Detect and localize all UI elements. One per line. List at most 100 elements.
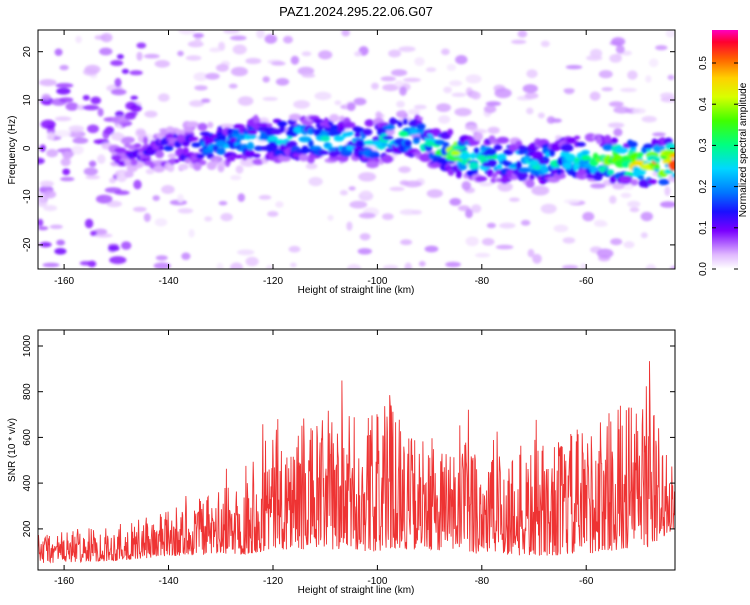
spectrogram-cell (647, 179, 658, 185)
spectrogram-cell (207, 121, 214, 129)
spectrogram-cell (354, 132, 361, 138)
spectrogram-cell (293, 100, 310, 109)
spectrogram-cell (223, 30, 240, 34)
spectrogram-cell (615, 45, 625, 54)
spectrogram-cell (237, 249, 255, 256)
spectrogram-cell (664, 169, 674, 175)
spectrogram-cell (441, 48, 450, 56)
spectrogram-cell (155, 255, 168, 261)
spectrogram-cell (524, 92, 539, 99)
spectrogram-cell (54, 48, 63, 56)
spectrogram-cell (205, 72, 220, 80)
spectrogram-cell (446, 63, 457, 71)
x-tick-label: -100 (367, 276, 387, 287)
spectrogram-cell (305, 163, 318, 170)
spectrogram-cell (181, 252, 191, 260)
spectrogram-cell (197, 122, 208, 131)
spectrogram-cell (612, 182, 625, 190)
spectrogram-cell (54, 248, 67, 255)
spectrogram-cell (267, 211, 279, 217)
y-tick-label: 20 (22, 46, 33, 58)
spectrogram-cell (648, 58, 659, 68)
spectrogram-cell (496, 136, 510, 144)
spectrogram-peak (670, 159, 675, 166)
spectrogram-cell (192, 33, 204, 38)
spectrogram-cell (490, 177, 497, 184)
spectrogram-cell (412, 151, 421, 156)
spectrogram-cell (403, 77, 421, 83)
spectrogram-peak (372, 140, 383, 147)
spectrogram-cell (145, 168, 155, 175)
spectrogram-cell (54, 116, 72, 122)
spectrogram-cell (343, 121, 356, 128)
spectrogram-cell (308, 176, 323, 187)
spectrogram-cell (83, 167, 98, 176)
spectrogram-peak (215, 140, 226, 147)
spectrogram-cell (665, 30, 675, 38)
spectrogram-cell (565, 153, 576, 162)
spectrogram-cell (278, 156, 291, 162)
spectrogram-cell (40, 119, 56, 129)
colorbar-tick-label: 0.1 (698, 220, 709, 234)
spectrogram-cell (495, 244, 514, 250)
spectrogram-cell (142, 136, 149, 145)
spectrogram-cell (518, 167, 532, 173)
spectrogram-cell (485, 101, 501, 107)
spectrogram-cell (230, 262, 243, 269)
spectrogram-cell (182, 147, 189, 156)
spectrogram-cell (451, 92, 467, 98)
spectrogram-peak (320, 135, 331, 142)
spectrogram-cell (196, 153, 205, 159)
spectrogram-cell (404, 262, 412, 269)
spectrogram-cell (210, 156, 222, 162)
spectrogram-cell (209, 47, 222, 53)
spectrogram-cell (155, 150, 165, 159)
spectrogram-cell (154, 218, 168, 227)
snr-panel: -160 -140 -120 -100 -80 -60 2004006008001000 … (7, 329, 676, 596)
spectrogram-cell (645, 75, 652, 83)
spectrogram-cell (481, 238, 495, 246)
spectrogram-cell (487, 158, 497, 168)
spectrogram-cell (136, 51, 143, 61)
colorbar-tick-label: 0.5 (698, 56, 709, 70)
spectrogram-y-axis: -20 -10 0 10 20 (22, 46, 675, 252)
spectrogram-cell (609, 54, 622, 63)
spectrogram-peak (424, 140, 435, 147)
spectrogram-cell (581, 150, 590, 155)
spectrogram-cell (262, 96, 278, 101)
y-tick-label: -10 (22, 189, 33, 204)
spectrogram-cell (116, 54, 124, 60)
spectrogram-cell (632, 108, 646, 114)
spectrogram-cell (562, 237, 576, 244)
spectrogram-cell (169, 158, 176, 165)
spectrogram-cell (563, 162, 573, 170)
spectrogram-cell (46, 149, 58, 158)
spectrogram-cell (298, 136, 312, 143)
spectrogram-cell (347, 264, 362, 269)
spectrogram-cell (660, 201, 675, 208)
spectrogram-cell (130, 95, 138, 101)
spectrogram-cell (230, 35, 247, 41)
spectrogram-cell (256, 30, 265, 39)
spectrogram-cell (334, 100, 342, 106)
spectrogram-cell (100, 33, 113, 43)
spectrogram-cell (130, 158, 138, 166)
y-tick-label: 200 (22, 520, 33, 537)
spectrogram-peak (476, 154, 487, 161)
colorbar-tick-label: 0.4 (698, 97, 709, 111)
spectrogram-cell (290, 55, 300, 65)
spectrogram-cell (458, 152, 471, 160)
spectrogram-peak (450, 150, 461, 157)
y-tick-label: 0 (22, 145, 33, 151)
spectrogram-cell (418, 261, 426, 267)
spectrogram-cell (669, 265, 675, 269)
spectrogram-cell (318, 50, 333, 60)
spectrogram-cell (540, 166, 549, 174)
spectrogram-cell (531, 185, 550, 196)
spectrogram-cell (212, 160, 219, 166)
snr-x-axis: -160 -140 -120 -100 -80 -60 (54, 330, 594, 587)
spectrogram-cell (407, 109, 421, 115)
spectrogram-cell (651, 138, 658, 147)
spectrogram-cell (497, 182, 513, 192)
